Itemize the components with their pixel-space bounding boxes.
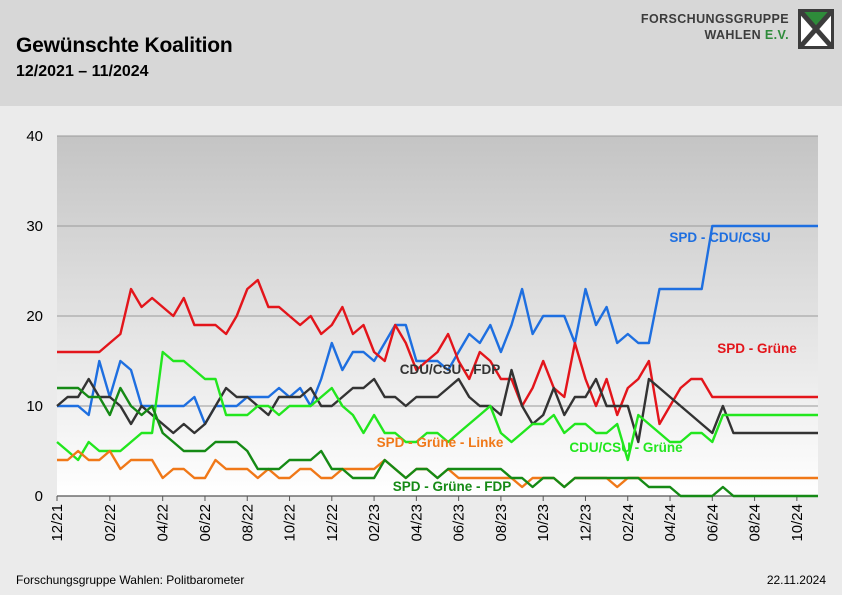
series-label-spd-cdu-csu: SPD - CDU/CSU	[669, 230, 770, 245]
x-axis-ticks: 12/21 02/22 04/22 06/22 08/22 10/22 12/22 02/23…	[49, 496, 806, 542]
series-labels: SPD - CDU/CSU SPD - Grüne CDU/CSU - FDP CDU…	[377, 230, 798, 494]
x-tick-label: 12/21	[49, 504, 66, 542]
series-line-spd-cdu-csu	[57, 224, 818, 426]
x-tick-label: 10/24	[789, 504, 806, 542]
logo-mark-icon	[798, 9, 834, 49]
series-label-cdu-csu-grüne: CDU/CSU - Grüne	[569, 440, 683, 455]
x-tick-label: 10/22	[282, 504, 299, 542]
series-label-cdu-csu-fdp: CDU/CSU - FDP	[400, 362, 501, 377]
y-tick-label: 40	[26, 128, 43, 145]
chart-subtitle: 12/2021 – 11/2024	[16, 63, 149, 80]
logo: FORSCHUNGSGRUPPE WAHLEN E.V.	[632, 9, 837, 54]
y-tick-label: 10	[26, 398, 43, 415]
logo-wahlen: WAHLEN	[704, 28, 762, 42]
logo-line2: WAHLEN E.V.	[704, 28, 789, 42]
x-tick-label: 06/24	[704, 504, 721, 542]
series-label-spd-grüne-linke: SPD - Grüne - Linke	[377, 435, 504, 450]
x-tick-label: 08/22	[239, 504, 256, 542]
series-line-cdu-csu-grüne	[56, 350, 818, 462]
x-tick-label: 12/23	[577, 504, 594, 542]
x-tick-label: 04/23	[408, 504, 425, 542]
y-tick-label: 20	[26, 308, 43, 325]
series-line-cdu-csu-fdp	[56, 368, 818, 444]
y-tick-label: 0	[35, 488, 43, 505]
x-tick-label: 06/22	[197, 504, 214, 542]
y-tick-label: 30	[26, 218, 43, 235]
series-line-spd-grüne-fdp	[57, 386, 818, 498]
logo-line1: FORSCHUNGSGRUPPE	[640, 12, 789, 26]
x-tick-label: 12/22	[324, 504, 341, 542]
x-tick-label: 04/22	[155, 504, 172, 542]
footer-date: 22.11.2024	[766, 573, 826, 587]
series-line-spd-grüne	[57, 278, 818, 426]
line-chart: 0 10 20 30 40 12/21 02/22 04/22 06/22 08/22 10/22…	[26, 128, 818, 542]
chart-title: Gewünschte Koalition	[16, 34, 233, 57]
x-tick-label: 02/22	[102, 504, 119, 542]
x-tick-label: 08/24	[747, 504, 764, 542]
series-label-spd-grüne: SPD - Grüne	[717, 341, 797, 356]
x-tick-label: 02/24	[620, 504, 637, 542]
x-tick-label: 04/24	[662, 504, 679, 542]
x-tick-label: 10/23	[535, 504, 552, 542]
series-lines	[56, 224, 818, 498]
x-tick-label: 08/23	[493, 504, 510, 542]
x-tick-label: 02/23	[366, 504, 383, 542]
header-band	[0, 0, 842, 106]
logo-ev: E.V.	[764, 28, 789, 42]
x-tick-label: 06/23	[451, 504, 468, 542]
y-axis-ticks: 0 10 20 30 40	[26, 128, 43, 505]
series-label-spd-grüne-fdp: SPD - Grüne - FDP	[393, 479, 512, 494]
footer-source: Forschungsgruppe Wahlen: Politbarometer	[16, 573, 245, 587]
